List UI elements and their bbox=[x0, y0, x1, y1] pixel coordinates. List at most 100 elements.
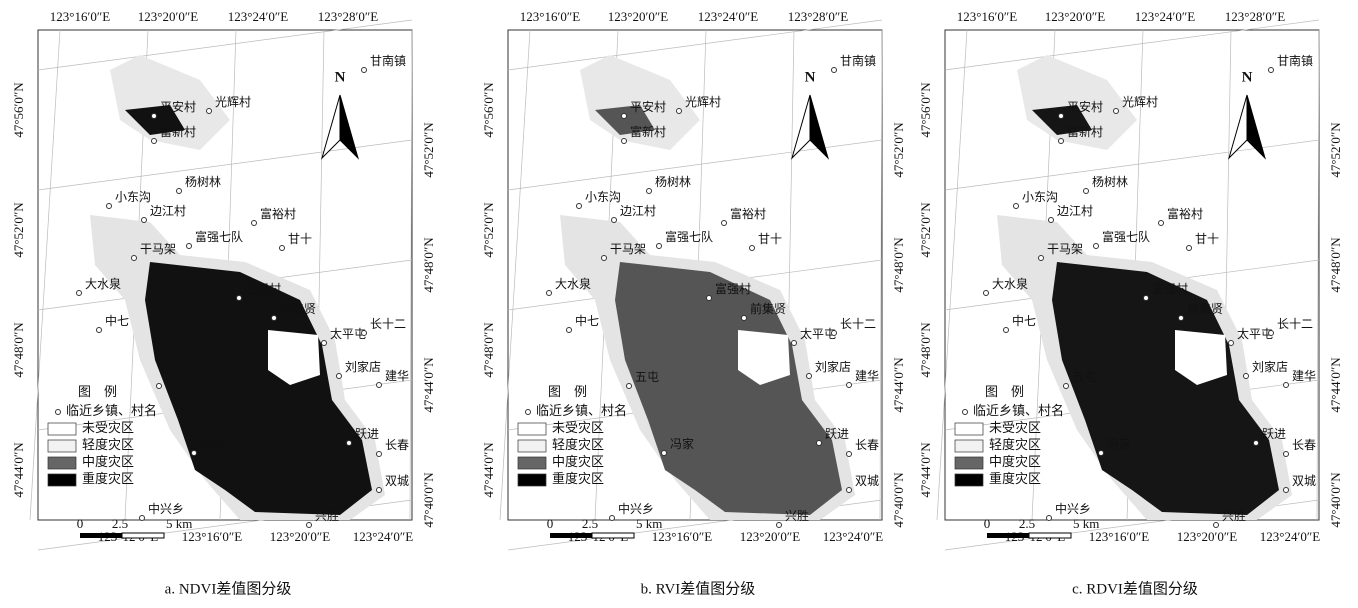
place-marker bbox=[306, 522, 312, 528]
place-label: 富强七队 bbox=[195, 229, 243, 244]
legend-symbol bbox=[962, 409, 968, 415]
graticule bbox=[936, 29, 968, 521]
place-label: 冯家 bbox=[670, 436, 694, 451]
place-marker bbox=[1013, 203, 1019, 209]
place-marker bbox=[151, 138, 157, 144]
lon-label: 123°24′0″E bbox=[1260, 529, 1320, 544]
place-marker bbox=[676, 108, 682, 114]
graticule bbox=[37, 19, 413, 71]
graticule bbox=[409, 29, 413, 521]
place-label: 太平屯 bbox=[330, 326, 366, 341]
legend-label: 轻度灾区 bbox=[82, 437, 134, 452]
place-marker bbox=[576, 203, 582, 209]
place-label: 长春 bbox=[385, 438, 409, 452]
lat-label: 47°48′0″N bbox=[891, 237, 906, 293]
place-label: 跃进 bbox=[1262, 427, 1286, 441]
legend-label: 未受灾区 bbox=[989, 420, 1041, 435]
scale-bar bbox=[550, 533, 592, 538]
place-label: 富新村 bbox=[630, 124, 666, 139]
graticule bbox=[1316, 29, 1320, 521]
place-label: 双城 bbox=[385, 474, 409, 488]
place-marker bbox=[361, 330, 367, 336]
north-label: N bbox=[805, 69, 816, 85]
place-label: 干马架 bbox=[140, 242, 176, 256]
place-marker bbox=[706, 295, 712, 301]
place-label: 长春 bbox=[1292, 438, 1316, 452]
place-marker bbox=[141, 217, 147, 223]
place-marker bbox=[1046, 515, 1052, 521]
place-marker bbox=[983, 290, 989, 296]
legend-swatch bbox=[47, 439, 77, 453]
scale-bar bbox=[80, 533, 122, 538]
place-marker bbox=[1048, 217, 1054, 223]
panel-caption: b. RVI差值图分级 bbox=[641, 580, 756, 597]
place-marker bbox=[206, 108, 212, 114]
place-label: 刘家店 bbox=[815, 359, 851, 374]
place-marker bbox=[646, 188, 652, 194]
place-marker bbox=[609, 515, 615, 521]
legend-label: 中度灾区 bbox=[552, 454, 604, 469]
unaffected-patch bbox=[738, 330, 790, 385]
place-label: 太平屯 bbox=[800, 326, 836, 341]
place-label: 双城 bbox=[855, 474, 879, 488]
place-marker bbox=[1243, 373, 1249, 379]
lat-label: 47°44′0″N bbox=[1328, 357, 1343, 413]
place-label: 光辉村 bbox=[1122, 95, 1158, 109]
place-label: 平安村 bbox=[630, 99, 666, 114]
lat-label: 47°44′0″N bbox=[918, 442, 933, 498]
lon-label: 123°20′0″E bbox=[138, 9, 198, 24]
island bbox=[580, 55, 700, 150]
place-marker bbox=[1268, 67, 1274, 73]
place-label: 兴胜 bbox=[1222, 508, 1246, 523]
place-marker bbox=[749, 245, 755, 251]
lat-label: 47°40′0″N bbox=[1328, 472, 1343, 528]
scale-label: 5 km bbox=[1073, 516, 1099, 531]
north-label: N bbox=[335, 69, 346, 85]
lon-label: 123°16′0″E bbox=[520, 9, 580, 24]
place-label: 前集贤 bbox=[1187, 301, 1223, 316]
lat-label: 47°44′0″N bbox=[11, 442, 26, 498]
scale-label: 0 bbox=[547, 516, 554, 531]
place-label: 大水泉 bbox=[992, 277, 1028, 291]
legend-label: 重度灾区 bbox=[82, 471, 134, 486]
place-label: 富新村 bbox=[160, 124, 196, 139]
lon-label: 123°24′0″E bbox=[228, 9, 288, 24]
lat-label: 47°44′0″N bbox=[891, 357, 906, 413]
place-label: 甘十 bbox=[1195, 232, 1219, 246]
legend-label: 中度灾区 bbox=[82, 454, 134, 469]
lat-label: 47°56′0″N bbox=[481, 82, 496, 138]
place-label: 刘家店 bbox=[345, 359, 381, 374]
legend-swatch bbox=[517, 473, 547, 487]
place-marker bbox=[611, 217, 617, 223]
place-marker bbox=[236, 295, 242, 301]
place-label: 长十二 bbox=[370, 317, 406, 331]
place-marker bbox=[1268, 330, 1274, 336]
place-label: 干马架 bbox=[1047, 242, 1083, 256]
place-marker bbox=[191, 450, 197, 456]
place-label: 跃进 bbox=[355, 427, 379, 441]
place-marker bbox=[1113, 108, 1119, 114]
place-marker bbox=[76, 290, 82, 296]
place-marker bbox=[1093, 243, 1099, 249]
place-marker bbox=[1228, 340, 1234, 346]
place-label: 小东沟 bbox=[1022, 190, 1058, 204]
place-label: 甘南镇 bbox=[840, 53, 876, 68]
scale-bar bbox=[121, 532, 165, 539]
place-marker bbox=[831, 67, 837, 73]
place-marker bbox=[361, 67, 367, 73]
place-label: 中兴乡 bbox=[1055, 501, 1091, 516]
place-marker bbox=[546, 290, 552, 296]
legend-swatch bbox=[954, 439, 984, 453]
place-marker bbox=[151, 113, 157, 119]
legend-swatch bbox=[47, 456, 77, 470]
place-marker bbox=[1158, 220, 1164, 226]
legend-swatch bbox=[517, 439, 547, 453]
region-damage bbox=[145, 262, 372, 515]
legend-swatch bbox=[47, 473, 77, 487]
place-marker bbox=[251, 220, 257, 226]
unaffected-patch bbox=[268, 330, 320, 385]
place-marker bbox=[831, 330, 837, 336]
legend-label: 重度灾区 bbox=[552, 471, 604, 486]
place-label: 建华 bbox=[1292, 369, 1316, 383]
place-label: 中兴乡 bbox=[148, 501, 184, 516]
